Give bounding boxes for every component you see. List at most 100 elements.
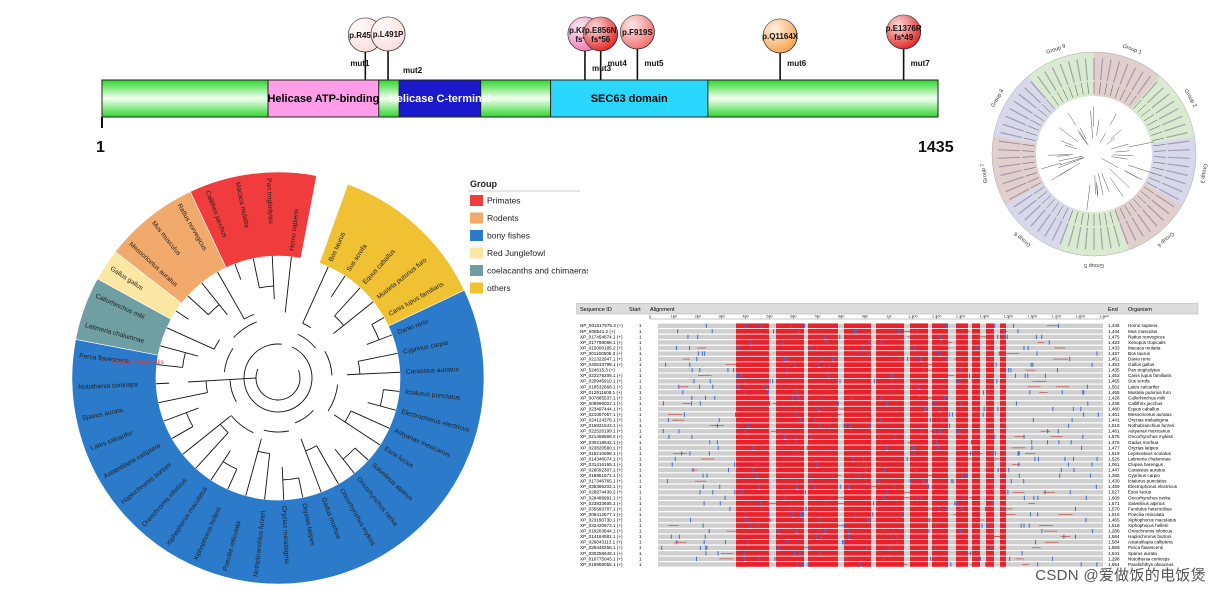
msa-variant-mark bbox=[1085, 495, 1087, 500]
msa-conserved-block bbox=[986, 345, 994, 351]
msa-conserved-block bbox=[776, 351, 804, 356]
small-tree-leaf-branch bbox=[1119, 207, 1126, 219]
mutation-label: p.F919S bbox=[622, 28, 653, 37]
msa-conserved-block bbox=[808, 356, 838, 362]
msa-variant-mark bbox=[796, 412, 798, 417]
tree-internal-arc bbox=[208, 304, 220, 316]
msa-variant-mark bbox=[858, 473, 860, 478]
mutation-id: mut4 bbox=[608, 59, 628, 68]
tree-leaf-branch bbox=[210, 450, 231, 481]
msa-sequence-id: XP_021468569.2 (+) bbox=[580, 434, 623, 439]
msa-variant-mark bbox=[1009, 556, 1011, 562]
small-tree-leaf-tag bbox=[1151, 93, 1170, 109]
protein-domain-diagram: Helicase ATP-binding Helicase C-terminal S… bbox=[96, 14, 954, 156]
msa-variant-mark bbox=[786, 368, 788, 373]
msa-variant-mark bbox=[986, 523, 988, 528]
msa-conserved-block bbox=[844, 478, 871, 484]
msa-variant-mark bbox=[739, 490, 741, 495]
msa-variant-mark bbox=[746, 540, 748, 545]
small-tree-leaf-tag bbox=[1137, 213, 1151, 233]
msa-conserved-block bbox=[776, 401, 804, 406]
msa-conserved-block bbox=[972, 539, 980, 545]
msa-variant-mark bbox=[665, 362, 667, 367]
msa-variant-mark bbox=[876, 506, 878, 512]
msa-conserved-block bbox=[736, 328, 769, 334]
msa-conserved-block bbox=[776, 556, 804, 562]
msa-conserved-block bbox=[876, 539, 904, 545]
msa-conserved-block bbox=[776, 495, 804, 501]
msa-conserved-block bbox=[1000, 334, 1006, 340]
legend-swatch bbox=[470, 212, 483, 224]
msa-end: 1,519 bbox=[1108, 451, 1120, 456]
msa-conserved-block bbox=[844, 390, 871, 395]
msa-start: 1 bbox=[639, 501, 642, 506]
tree-species-label: Pan troglodytes bbox=[265, 178, 274, 225]
msa-conserved-block bbox=[776, 417, 804, 423]
tree-leaf-branch bbox=[163, 407, 199, 422]
msa-sequence-id: XP_035693787.1 (+) bbox=[580, 506, 623, 511]
msa-sequence-id: XP_026043113.1 (+) bbox=[580, 540, 623, 545]
tree-root-branch bbox=[187, 377, 257, 383]
msa-variant-mark bbox=[783, 356, 785, 362]
tree-leaf-branch bbox=[281, 466, 285, 500]
msa-variant-mark bbox=[914, 467, 916, 473]
msa-conserved-block bbox=[986, 367, 994, 373]
msa-variant-mark bbox=[1015, 401, 1017, 406]
msa-conserved-block bbox=[844, 362, 871, 367]
msa-sequence-id: XP_017454874.1 (+) bbox=[580, 334, 623, 339]
msa-conserved-block bbox=[932, 534, 948, 540]
msa-end: 1,475 bbox=[1108, 334, 1120, 339]
msa-variant-mark bbox=[1064, 456, 1066, 462]
msa-conserved-block bbox=[910, 395, 928, 401]
msa-end: 1,459 bbox=[1108, 484, 1120, 489]
msa-conserved-block bbox=[876, 362, 904, 367]
mutation-id: mut1 bbox=[350, 59, 370, 68]
msa-conserved-block bbox=[876, 517, 904, 523]
small-tree-leaf-branch bbox=[1023, 137, 1036, 141]
msa-variant-mark bbox=[914, 345, 916, 351]
msa-variant-mark bbox=[704, 395, 706, 401]
msa-end: 1,559 bbox=[1108, 545, 1120, 550]
msa-variant-mark bbox=[683, 412, 685, 417]
tree-leaf-branch bbox=[302, 266, 329, 324]
legend-swatch bbox=[470, 265, 483, 276]
msa-variant-mark bbox=[1059, 473, 1061, 478]
msa-header-start: Start bbox=[629, 307, 641, 313]
msa-start: 1 bbox=[639, 395, 642, 400]
msa-conserved-block bbox=[956, 423, 968, 429]
msa-conserved-block bbox=[736, 489, 769, 495]
msa-organism: Homo sapiens bbox=[1128, 323, 1158, 328]
msa-axis-tick-label: 1,400 bbox=[980, 315, 990, 319]
small-tree-leaf-branch bbox=[1046, 99, 1055, 109]
mutation-label: p.Q1164X bbox=[762, 32, 799, 41]
small-tree-branch bbox=[1100, 133, 1106, 143]
small-tree-branch bbox=[1058, 156, 1083, 162]
msa-variant-mark bbox=[814, 417, 816, 423]
msa-variant-mark bbox=[1041, 334, 1043, 340]
small-tree-leaf-branch bbox=[1150, 131, 1163, 136]
msa-conserved-block bbox=[736, 539, 769, 545]
small-tree-leaf-branch bbox=[1149, 177, 1161, 183]
msa-variant-mark bbox=[1071, 417, 1073, 423]
tree-internal-arc bbox=[244, 313, 255, 320]
msa-conserved-block bbox=[736, 417, 769, 423]
msa-conserved-block bbox=[808, 523, 838, 528]
tree-leaf-branch bbox=[245, 438, 262, 496]
msa-conserved-block bbox=[910, 390, 928, 395]
small-tree-outline bbox=[991, 51, 1197, 257]
small-tree-leaf-tag bbox=[1166, 169, 1188, 176]
msa-conserved-block bbox=[972, 417, 980, 423]
msa-start: 1 bbox=[639, 434, 642, 439]
msa-sequence-id: XP_019968055.1 (+) bbox=[580, 562, 623, 567]
msa-conserved-block bbox=[910, 412, 928, 417]
msa-variant-mark bbox=[768, 390, 770, 395]
msa-variant-mark bbox=[859, 562, 861, 567]
small-tree-branch bbox=[1101, 172, 1110, 192]
small-tree-leaf-tag bbox=[1167, 140, 1190, 145]
mutation-id: mut6 bbox=[787, 59, 807, 68]
msa-start: 1 bbox=[639, 506, 642, 511]
msa-conserved-block bbox=[808, 467, 838, 473]
small-tree-leaf-branch bbox=[1068, 86, 1074, 98]
small-tree-leaf-branch bbox=[1153, 144, 1166, 147]
msa-variant-mark bbox=[920, 429, 922, 434]
